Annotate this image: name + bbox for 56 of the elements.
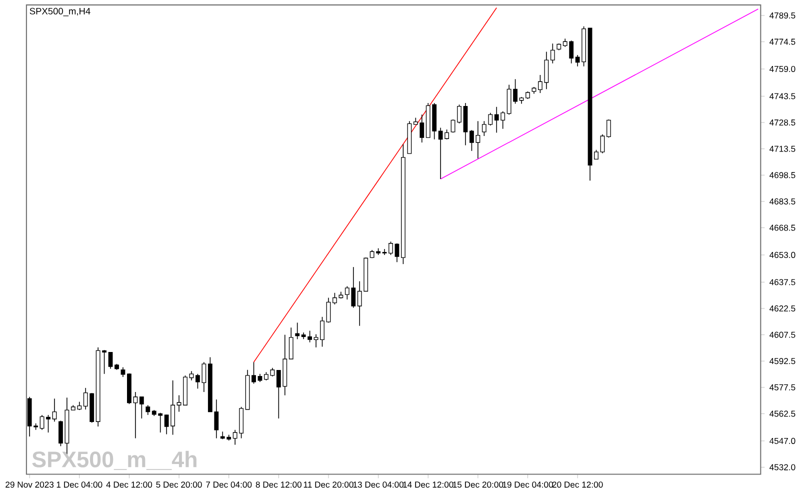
y-tick-label: 4759.0 bbox=[770, 66, 796, 72]
candlestick bbox=[457, 104, 462, 124]
candlestick bbox=[450, 119, 456, 134]
candlestick bbox=[600, 134, 605, 154]
x-tick-label: 1 Dec 04:00 bbox=[56, 482, 102, 488]
candlestick bbox=[252, 362, 256, 384]
x-tick-label: 11 Dec 20:00 bbox=[304, 482, 354, 488]
y-tick-label: 4728.5 bbox=[770, 119, 796, 126]
y-tick-label: 4607.5 bbox=[770, 332, 796, 338]
x-tick-label: 15 Dec 20:00 bbox=[453, 482, 504, 488]
y-tick-label: 4562.5 bbox=[770, 410, 796, 417]
y-tick-label: 4683.5 bbox=[770, 198, 796, 204]
x-tick-label: 13 Dec 04:00 bbox=[353, 482, 404, 488]
x-tick-label: 19 Dec 04:00 bbox=[502, 482, 553, 488]
candlestick bbox=[594, 149, 598, 160]
candlestick bbox=[40, 414, 44, 430]
candlestick bbox=[108, 352, 113, 370]
annotation: SPX500_m__4h bbox=[32, 450, 196, 470]
candlestick bbox=[120, 366, 126, 378]
candlestick bbox=[189, 370, 194, 381]
candlestick bbox=[176, 394, 182, 412]
candlestick bbox=[46, 414, 50, 433]
y-tick-label: 4622.5 bbox=[770, 305, 796, 312]
y-tick-label: 4668.5 bbox=[770, 224, 796, 231]
candlestick bbox=[394, 242, 400, 263]
y-tick-label: 4789.5 bbox=[770, 12, 796, 18]
y-tick-label: 4547.0 bbox=[770, 438, 796, 444]
x-tick-label: 4 Dec 12:00 bbox=[106, 482, 152, 488]
candlestick bbox=[146, 404, 150, 416]
candlestick bbox=[288, 327, 294, 360]
y-tick-label: 4743.5 bbox=[770, 93, 796, 100]
candlestick bbox=[388, 241, 393, 256]
candlestick bbox=[295, 322, 300, 340]
candlestick bbox=[606, 119, 611, 138]
y-tick-label: 4698.5 bbox=[770, 172, 796, 178]
y-tick-label: 4577.5 bbox=[770, 384, 796, 390]
x-tick-label: 20 Dec 12:00 bbox=[552, 482, 603, 488]
candlestick bbox=[139, 396, 144, 419]
candlestick bbox=[382, 248, 387, 256]
chart-title: SPX500_m,H4 bbox=[30, 8, 90, 16]
y-tick-label: 4532.0 bbox=[770, 464, 796, 470]
x-tick-label: 8 Dec 12:00 bbox=[256, 482, 302, 488]
x-tick-label: 14 Dec 12:00 bbox=[403, 482, 454, 488]
y-tick-label: 4774.5 bbox=[770, 38, 796, 45]
y-tick-label: 4653.0 bbox=[770, 252, 796, 258]
y-tick-label: 4637.5 bbox=[770, 279, 796, 286]
candlestick bbox=[314, 334, 318, 348]
x-tick-label: 5 Dec 20:00 bbox=[156, 482, 202, 488]
y-tick-label: 4713.5 bbox=[770, 146, 796, 152]
y-tick-label: 4592.5 bbox=[770, 358, 796, 364]
x-tick-label: 29 Nov 2023 bbox=[6, 482, 54, 488]
candlestick bbox=[320, 316, 324, 348]
candlestick bbox=[52, 398, 57, 422]
candlestick bbox=[326, 297, 331, 324]
candlestick bbox=[550, 43, 555, 64]
x-tick-label: 7 Dec 04:00 bbox=[206, 482, 252, 488]
